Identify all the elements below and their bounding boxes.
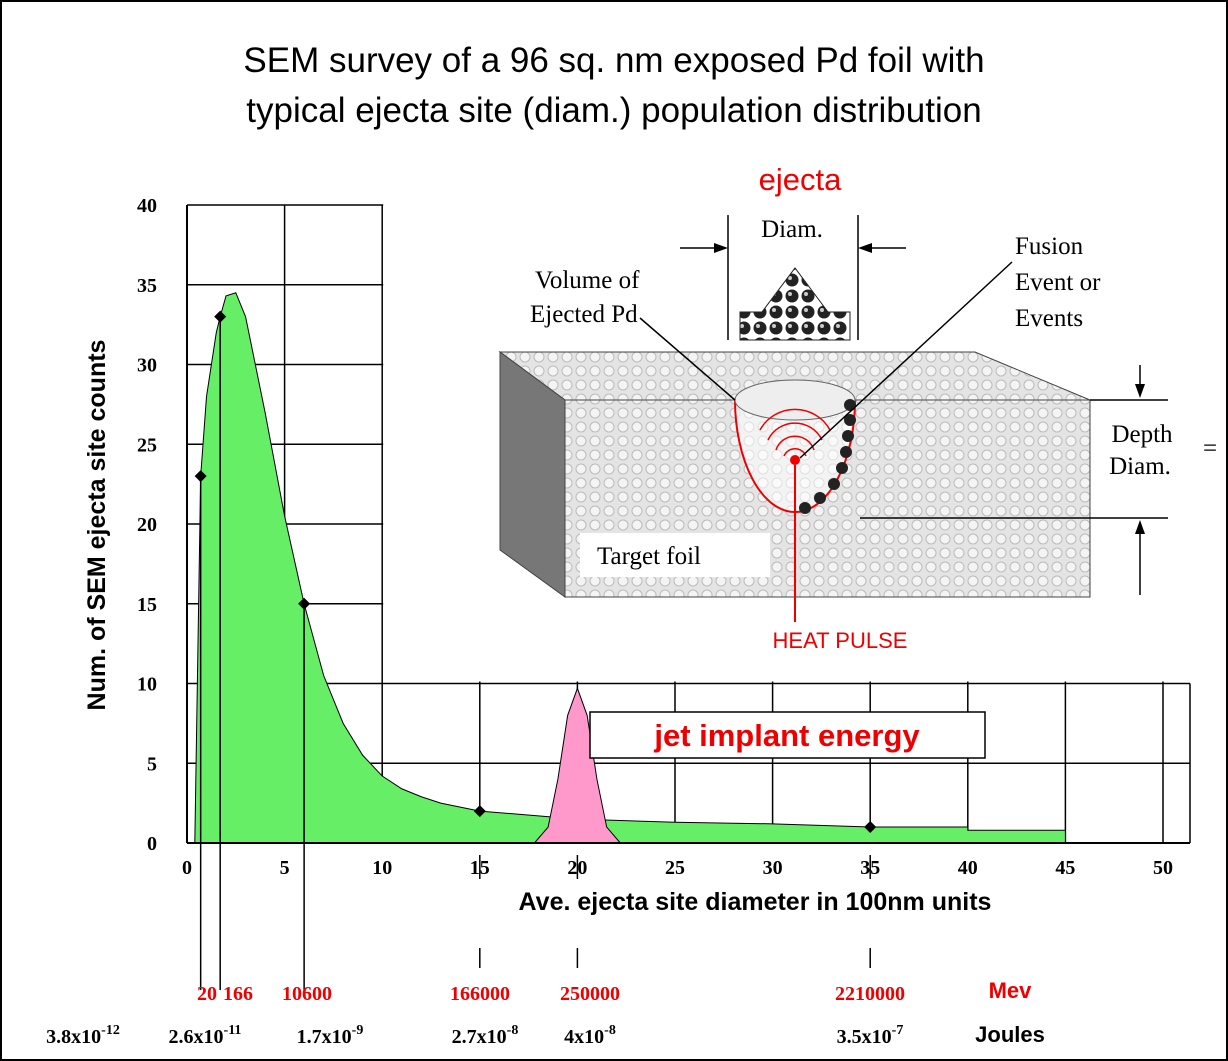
y-tick-label: 15 <box>137 594 157 616</box>
y-tick-label: 10 <box>137 674 157 696</box>
joules-label: 3.8x10-12 <box>46 1023 120 1048</box>
chart-title: typical ejecta site (diam.) population d… <box>246 91 981 130</box>
x-tick-label: 40 <box>958 857 978 879</box>
equals-label: = <box>1203 435 1217 462</box>
y-tick-label: 5 <box>147 753 157 775</box>
fusion-label: Fusion <box>1015 233 1084 260</box>
area <box>194 292 1066 844</box>
diagram: ejecta Diam. Volume of Ejected Pd Fusion… <box>498 162 1217 653</box>
chart-title: SEM survey of a 96 sq. nm exposed Pd foi… <box>243 41 984 80</box>
mev-label: 166000 <box>450 983 510 1005</box>
volume-label: Volume of <box>535 267 640 294</box>
mev-label: 250000 <box>560 983 620 1005</box>
joules-label: 2.7x10-8 <box>452 1023 519 1048</box>
fusion-point <box>790 455 800 465</box>
joules-exp: -7 <box>892 1023 904 1038</box>
crater-rim <box>734 379 856 421</box>
joules-label: 1.7x10-9 <box>297 1023 364 1048</box>
target-label-bg <box>580 533 770 577</box>
x-tick-label: 30 <box>763 857 783 879</box>
y-tick-label: 25 <box>137 434 157 456</box>
ejecta-label: ejecta <box>759 162 842 197</box>
joules-base: 2.6x10 <box>169 1026 224 1048</box>
joules-exp: -12 <box>101 1023 120 1038</box>
x-axis-label: Ave. ejecta site diameter in 100nm units <box>519 888 992 916</box>
joules-exp: -8 <box>507 1023 519 1038</box>
volume-label: Ejected Pd <box>530 301 638 328</box>
joules-label: 3.5x10-7 <box>837 1023 904 1048</box>
x-tick-label: 10 <box>372 857 392 879</box>
dimension-arrowheads <box>714 243 1145 534</box>
mev-label: 166 <box>223 983 253 1005</box>
depth-diam-label: Diam. <box>1109 453 1171 480</box>
fusion-label: Events <box>1015 305 1083 332</box>
data-point <box>214 310 227 323</box>
y-tick-label: 30 <box>137 355 157 377</box>
data-point <box>473 805 486 818</box>
mev-label: 20 <box>197 983 217 1005</box>
joules-label: 4x10-8 <box>564 1023 616 1048</box>
heat-label: HEAT PULSE <box>773 628 908 653</box>
joules-base: 4x10 <box>564 1026 604 1048</box>
joules-exp: -11 <box>224 1023 242 1038</box>
x-tick-label: 45 <box>1055 857 1075 879</box>
data-point <box>864 821 877 834</box>
mev-label: 2210000 <box>835 983 905 1005</box>
joules-base: 2.7x10 <box>452 1026 507 1048</box>
ejecta-arrow <box>739 267 851 341</box>
annotation-box <box>589 711 986 759</box>
x-tick-label: 5 <box>280 857 290 879</box>
target-label: Target foil <box>597 543 701 570</box>
x-tick-label: 0 <box>182 857 192 879</box>
crater-balls <box>799 399 856 514</box>
y-tick-label: 20 <box>137 514 157 536</box>
depth-label-bg <box>1095 418 1193 480</box>
joules-exp: -8 <box>604 1023 616 1038</box>
y-tick-label: 40 <box>137 195 157 217</box>
mev-unit: Mev <box>989 978 1033 1003</box>
joules-base: 3.5x10 <box>837 1026 892 1048</box>
joules-exp: -9 <box>352 1023 364 1038</box>
fusion-label: Event or <box>1015 269 1101 296</box>
joules-base: 1.7x10 <box>297 1026 352 1048</box>
area <box>533 686 622 844</box>
x-tick-label: 25 <box>665 857 685 879</box>
mev-label: 10600 <box>282 983 332 1005</box>
y-tick-label: 0 <box>147 833 157 855</box>
x-tick-label: 50 <box>1153 857 1173 879</box>
data-point <box>194 470 207 483</box>
joules-unit: Joules <box>975 1022 1045 1047</box>
data-point <box>298 597 311 610</box>
diam-label: Diam. <box>761 216 823 243</box>
joules-label: 2.6x10-11 <box>169 1023 242 1048</box>
dimension-lines <box>639 215 1168 595</box>
annotation: jet implant energy <box>653 718 920 753</box>
y-tick-label: 35 <box>137 275 157 297</box>
depth-label: Depth <box>1111 421 1173 448</box>
joules-base: 3.8x10 <box>46 1026 101 1048</box>
y-axis-label: Num. of SEM ejecta site counts <box>83 340 111 711</box>
